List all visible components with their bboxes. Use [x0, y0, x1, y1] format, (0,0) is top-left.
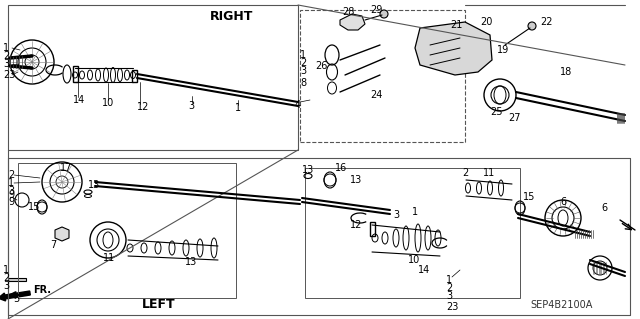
Text: 12: 12	[350, 220, 362, 230]
Text: 20: 20	[480, 17, 492, 27]
Text: 29: 29	[370, 5, 382, 15]
Text: 13: 13	[350, 175, 362, 185]
Text: LEFT: LEFT	[142, 299, 175, 311]
Circle shape	[528, 22, 536, 30]
Text: 7: 7	[50, 240, 56, 250]
Text: 1: 1	[446, 275, 452, 285]
Text: 28: 28	[342, 7, 355, 17]
Polygon shape	[55, 227, 69, 241]
Text: RIGHT: RIGHT	[210, 10, 253, 23]
Text: 6: 6	[560, 197, 566, 207]
Text: 1: 1	[8, 178, 14, 188]
Bar	[8, 278, 26, 281]
Text: 14: 14	[73, 95, 85, 105]
Text: 5: 5	[13, 294, 19, 304]
Text: 27: 27	[508, 113, 520, 123]
Text: 4: 4	[295, 100, 301, 110]
Bar	[132, 70, 137, 82]
Text: 2: 2	[3, 51, 9, 61]
Text: 10: 10	[408, 255, 420, 265]
Text: 2: 2	[446, 283, 452, 293]
Text: 3: 3	[3, 281, 9, 291]
Text: 9: 9	[8, 190, 14, 200]
Text: 3: 3	[300, 66, 306, 76]
Text: 2: 2	[3, 273, 9, 283]
Bar	[18, 163, 236, 298]
Text: 1: 1	[300, 50, 306, 60]
Text: 18: 18	[560, 67, 572, 77]
Text: 25: 25	[490, 107, 502, 117]
Text: 23: 23	[3, 70, 15, 80]
FancyArrow shape	[0, 291, 30, 301]
Polygon shape	[415, 22, 492, 75]
Text: 8: 8	[300, 78, 306, 88]
Text: 13: 13	[185, 257, 197, 267]
Text: FR.: FR.	[33, 285, 51, 295]
Text: 23: 23	[446, 302, 458, 312]
Circle shape	[380, 10, 388, 18]
Text: SEP4B2100A: SEP4B2100A	[530, 300, 593, 310]
Text: 24: 24	[370, 90, 382, 100]
Bar	[305, 168, 520, 298]
Text: 2: 2	[462, 168, 468, 178]
Text: 17: 17	[60, 163, 72, 173]
Text: 3: 3	[393, 210, 399, 220]
Text: 3: 3	[188, 101, 194, 111]
Text: 1: 1	[412, 207, 418, 217]
Text: 1: 1	[3, 43, 9, 53]
Text: 14: 14	[418, 265, 430, 275]
Text: 26: 26	[315, 61, 328, 71]
Bar	[8, 5, 298, 150]
Text: 21: 21	[450, 20, 462, 30]
Text: 2: 2	[300, 58, 307, 68]
Text: 10: 10	[102, 98, 115, 108]
Bar	[73, 66, 78, 82]
Bar	[370, 222, 375, 236]
Text: 1: 1	[235, 103, 241, 113]
Text: 11: 11	[483, 168, 495, 178]
Text: 3: 3	[8, 186, 14, 196]
Polygon shape	[340, 14, 365, 30]
Text: 3: 3	[446, 291, 452, 301]
Text: 13: 13	[88, 180, 100, 190]
Text: 19: 19	[497, 45, 509, 55]
Text: 13: 13	[302, 165, 314, 175]
Text: 16: 16	[335, 163, 348, 173]
Text: 2: 2	[8, 170, 14, 180]
Text: 12: 12	[137, 102, 149, 112]
Text: 11: 11	[103, 253, 115, 263]
Text: 22: 22	[540, 17, 552, 27]
Text: 3: 3	[3, 59, 9, 69]
Bar	[300, 10, 465, 142]
Text: 6: 6	[601, 203, 607, 213]
Text: 15: 15	[28, 202, 40, 212]
Text: 15: 15	[523, 192, 536, 202]
Text: 1: 1	[3, 265, 9, 275]
Text: 9: 9	[8, 197, 14, 207]
